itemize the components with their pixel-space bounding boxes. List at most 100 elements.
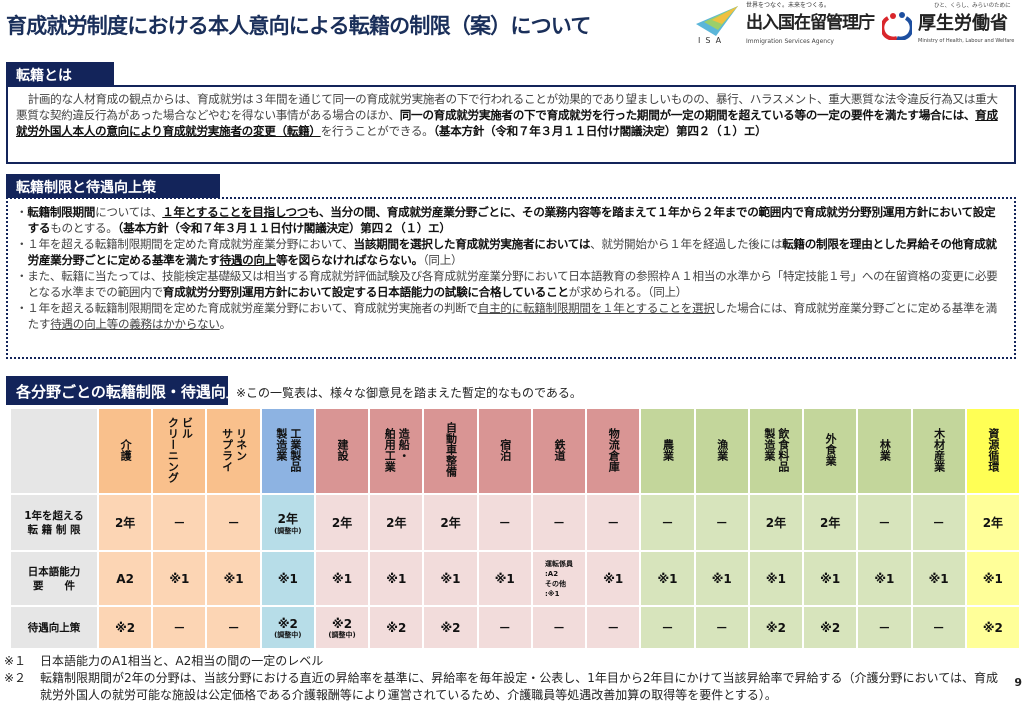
text-segment: 待遇の向上 — [219, 253, 277, 267]
mhlw-english: Ministry of Health, Labour and Welfare — [918, 38, 1015, 44]
row-label-restriction: 1年を超える 転 籍 制 限 — [24, 509, 84, 536]
text-segment: ・ — [16, 205, 28, 219]
cell-value: ※1 — [765, 571, 786, 586]
text-segment: については、 — [95, 205, 163, 219]
table-cell-japanese: A2 — [96, 550, 154, 607]
table-cell-restriction: － — [856, 493, 913, 552]
cell-value: － — [661, 621, 674, 635]
table-cell-treatment: － — [530, 605, 588, 650]
table-cell-treatment: － — [639, 605, 696, 650]
table-cell-restriction: 2年 — [368, 493, 425, 552]
table-cell-japanese: ※1 — [802, 550, 859, 607]
cell-value: － — [552, 621, 565, 635]
cell-value: ※1 — [982, 571, 1003, 586]
page-title: 育成就労制度における本人意向による転籍の制限（案）について — [6, 14, 591, 38]
table-cell-restriction: － — [910, 493, 967, 552]
table-cell-restriction: 2年 — [96, 493, 154, 552]
table-cell-japanese: ※1 — [205, 550, 262, 607]
text-segment: 。 — [219, 317, 232, 331]
table-cell-restriction: － — [585, 493, 642, 552]
cell-value: － — [173, 621, 186, 635]
text-segment: も、当分の間、育成就労産業分野ごとに、その業務内容等を踏まえて１年から２年までの… — [27, 205, 996, 235]
field-name: 宿泊 — [498, 438, 512, 461]
cell-value: ※1 — [494, 571, 515, 586]
table-cell-treatment: ※2 — [96, 605, 154, 650]
field-restriction-table: 介護 ビル クリーニング リネン サプライ 工業製品 製造業 建設 造船・ 舶用工業 自動車… — [9, 407, 1022, 650]
text-segment: ものとする。 — [50, 221, 118, 235]
table-cell-japanese: ※1 — [368, 550, 425, 607]
cell-value: ※1 — [169, 571, 190, 586]
cell-value: 2年 — [982, 516, 1004, 530]
cell-value: ※1 — [874, 571, 895, 586]
table-cell-treatment: ※2 — [964, 605, 1022, 650]
cell-value: － — [173, 516, 186, 530]
cell-value: ※1 — [223, 571, 244, 586]
section-heading-field-list: 各分野ごとの転籍制限・待遇向上策一覧 — [6, 376, 286, 405]
field-name: 農業 — [661, 438, 675, 461]
table-cell-treatment: － — [151, 605, 208, 650]
column-header: 造船・ 舶用工業 — [368, 407, 425, 495]
table-cell-restriction: － — [530, 493, 588, 552]
column-header: 木材産業 — [910, 407, 967, 495]
cell-value: 運転係員 :A2 その他 :※1 — [544, 559, 573, 598]
section-heading-restriction: 転籍制限と待遇向上策 — [6, 174, 220, 198]
text-segment: 等を図らなければならない。 — [276, 253, 423, 267]
footnote: ※１ 日本語能力のA1相当と、A2相当の間の一定のレベル — [4, 653, 1002, 670]
text-segment: 、就労開始から１年を経過した後には — [590, 237, 783, 251]
cell-value: － — [715, 516, 728, 530]
table-cell-japanese: ※1 — [476, 550, 533, 607]
cell-value: － — [878, 516, 891, 530]
table-cell-japanese: ※1 — [422, 550, 479, 607]
cell-value: 2年 — [819, 516, 841, 530]
field-name: 自動車整備 — [444, 422, 458, 477]
section-heading-transfer: 転籍とは — [6, 62, 114, 86]
field-name: ビル クリーニング — [166, 416, 194, 483]
text-segment: ・１年を超える転籍制限期間を定めた育成就労産業分野において、 — [16, 237, 354, 251]
table-cell-treatment: ※2 — [747, 605, 805, 650]
cell-value: － — [227, 621, 240, 635]
column-header: 資源循環 — [964, 407, 1022, 495]
cell-value: ※1 — [603, 571, 624, 586]
table-cell-treatment: － — [476, 605, 533, 650]
paragraph: 計画的な人材育成の観点からは、育成就労は３年間を通じて同一の育成就労実施者の下で… — [16, 91, 1006, 139]
text-segment: を行うことができる。 — [320, 124, 434, 138]
cell-value: － — [498, 621, 511, 635]
table-cell-restriction: 2年 — [422, 493, 479, 552]
field-name: 林業 — [878, 438, 892, 461]
text-segment: 当該期間を選択した育成就労実施者においては — [353, 237, 591, 251]
paragraph: ・１年を超える転籍制限期間を定めた育成就労産業分野において、育成就労実施者の判断… — [16, 300, 1006, 332]
cell-value: 2年 — [765, 516, 787, 530]
field-name: 木材産業 — [932, 427, 946, 472]
footnote: ※２ 転籍制限期間が2年の分野は、当該分野における直近の昇給率を基準に、昇給率を毎… — [4, 670, 1002, 704]
cell-value: ※2 — [277, 616, 298, 631]
isa-emblem-icon — [696, 6, 738, 36]
cell-value: － — [552, 516, 565, 530]
text-segment: １年とすることを目指しつつ — [162, 205, 309, 219]
text-segment: （基本方針（令和７年３月１１日付け閣議決定）第四２（１）エ） — [433, 124, 767, 138]
text-segment: 計画的な人材育成の観点からは、育成就労は３年間を通じて同一の育成就労実施者の下で… — [16, 92, 998, 122]
table-cell-japanese: ※1 — [639, 550, 696, 607]
cell-value: ※2 — [820, 620, 841, 635]
column-header: 林業 — [856, 407, 913, 495]
transfer-definition-box: 計画的な人材育成の観点からは、育成就労は３年間を通じて同一の育成就労実施者の下で… — [6, 85, 1016, 164]
isa-abbr: ISA — [698, 36, 727, 45]
isa-english: Immigration Services Agency — [746, 38, 834, 45]
field-name: 物流倉庫 — [607, 427, 621, 472]
table-cell-japanese: ※1 — [313, 550, 371, 607]
cell-value: － — [932, 516, 945, 530]
cell-value: － — [498, 516, 511, 530]
column-header: 農業 — [639, 407, 696, 495]
paragraph: ・また、転籍に当たっては、技能検定基礎級又は相当する育成就労評価試験及び各育成就… — [16, 268, 1006, 300]
footnotes: ※１ 日本語能力のA1相当と、A2相当の間の一定のレベル ※２ 転籍制限期間が2年の… — [4, 653, 1002, 704]
table-cell-restriction: － — [476, 493, 533, 552]
table-cell-japanese: ※1 — [747, 550, 805, 607]
cell-value: ※2 — [982, 620, 1003, 635]
restriction-policy-box: ・転籍制限期間については、１年とすることを目指しつつも、当分の間、育成就労産業分… — [6, 197, 1016, 359]
mhlw-tagline: ひと、くらし、みらいのために — [934, 3, 1011, 9]
header-corner — [9, 407, 99, 495]
field-name: 鉄道 — [552, 438, 566, 461]
text-segment: ・また、転籍に当たっては、技能検定基礎級又は相当する育成就労評価試験及び各育成就… — [16, 269, 998, 299]
cell-value: ※1 — [440, 571, 461, 586]
text-segment: した場合には、育成就労産業分野ごとに定める基準を満たす — [27, 301, 998, 331]
column-header: 物流倉庫 — [585, 407, 642, 495]
